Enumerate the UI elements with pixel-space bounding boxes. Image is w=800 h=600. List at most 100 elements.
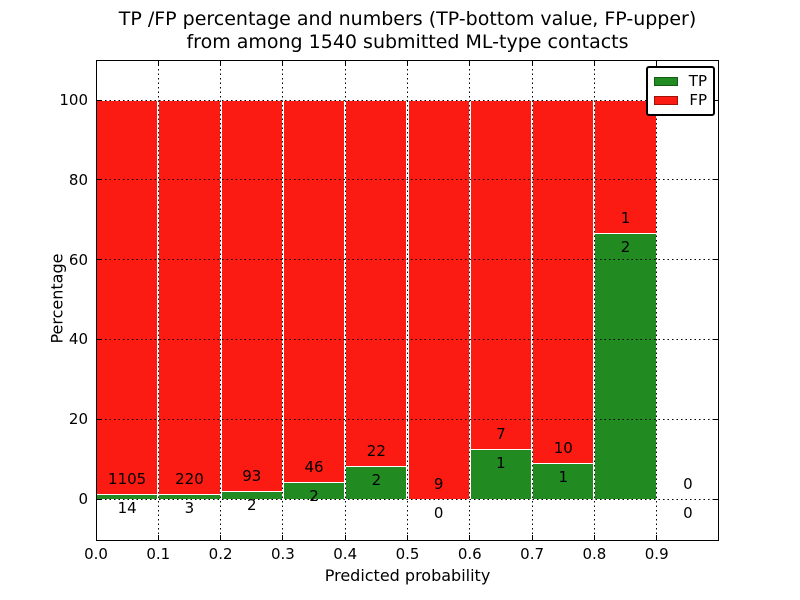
y-gridline	[96, 259, 719, 261]
y-tick-label: 80	[68, 170, 88, 189]
x-gridline	[407, 60, 408, 541]
x-tick-mark	[656, 61, 658, 66]
x-gridline	[344, 60, 346, 541]
chart-title-line1: TP /FP percentage and numbers (TP-bottom…	[118, 8, 697, 30]
bar-fp-segment	[220, 100, 283, 491]
x-tick-mark	[220, 61, 222, 66]
x-tick-mark	[282, 535, 284, 540]
x-tick-label: 0.6	[457, 545, 482, 563]
x-tick-label: 0.5	[395, 545, 420, 563]
x-tick-label: 0.3	[270, 545, 295, 563]
legend-row: FP	[654, 93, 707, 108]
x-tick-mark	[531, 535, 533, 540]
legend: TP FP	[646, 66, 715, 116]
tp-count-label: 2	[620, 237, 631, 256]
fp-count-label: 9	[433, 475, 444, 493]
legend-fp-swatch-icon	[654, 96, 678, 105]
x-gridline	[531, 60, 533, 541]
bar-fp-segment	[345, 100, 408, 466]
y-tick-mark	[713, 179, 718, 181]
x-tick-mark	[469, 61, 471, 66]
tp-count-label: 2	[309, 487, 319, 506]
bar-tp-segment	[469, 449, 533, 499]
x-tick-mark	[157, 535, 159, 540]
x-tick-label: 0.8	[582, 545, 607, 563]
x-tick-mark	[469, 535, 471, 540]
x-tick-mark	[531, 61, 533, 66]
y-gridline	[96, 99, 719, 101]
fp-count-label: 1105	[108, 470, 147, 488]
fp-count-label: 93	[242, 466, 262, 485]
bar-fp-segment	[96, 100, 159, 494]
bar-tp-segment	[220, 490, 283, 499]
tp-count-label: 0	[433, 504, 444, 522]
x-gridline	[469, 60, 471, 541]
x-axis-label: Predicted probability	[324, 566, 491, 585]
y-tick-mark	[713, 338, 718, 340]
y-tick-mark	[97, 99, 102, 101]
y-tick-mark	[713, 99, 718, 101]
fp-count-label: 10	[553, 438, 573, 457]
x-tick-mark	[95, 535, 97, 540]
x-tick-mark	[344, 535, 346, 540]
bar-tp-segment	[158, 493, 221, 499]
legend-label: TP	[688, 72, 707, 90]
legend-row: TP	[654, 74, 707, 89]
tp-count-label: 1	[558, 467, 569, 486]
fp-count-label: 0	[683, 475, 693, 493]
x-tick-label: 0.4	[333, 545, 358, 563]
tp-count-label: 14	[117, 499, 137, 517]
y-tick-label: 60	[68, 250, 88, 269]
fp-count-label: 1	[620, 208, 631, 227]
tp-count-label: 0	[683, 504, 693, 522]
y-gridline	[96, 418, 719, 420]
y-axis-label: Percentage	[47, 253, 67, 344]
x-tick-label: 0.1	[146, 545, 171, 563]
fp-count-label: 220	[175, 469, 204, 488]
y-tick-label: 40	[68, 330, 88, 349]
bar-tp-segment	[532, 462, 595, 499]
legend-tp-swatch-icon	[654, 77, 678, 86]
legend-label: FP	[689, 91, 707, 109]
x-tick-mark	[656, 535, 658, 540]
bar-fp-segment	[282, 100, 346, 483]
bar-tp-segment	[594, 232, 657, 499]
x-gridline	[593, 60, 595, 541]
y-tick-mark	[713, 418, 718, 420]
bar-fp-segment	[407, 100, 470, 499]
y-tick-mark	[713, 259, 718, 261]
x-tick-label: 0.9	[644, 545, 669, 563]
x-tick-label: 0.0	[84, 545, 108, 563]
x-tick-mark	[593, 61, 595, 66]
bar-fp-segment	[469, 100, 533, 450]
x-tick-mark	[282, 61, 284, 66]
x-gridline	[220, 60, 222, 541]
y-gridline	[96, 498, 719, 500]
x-tick-mark	[407, 535, 408, 540]
fp-count-label: 46	[304, 458, 324, 477]
y-tick-mark	[97, 418, 102, 420]
y-gridline	[96, 179, 719, 181]
x-tick-mark	[157, 61, 159, 66]
x-tick-mark	[95, 61, 97, 66]
x-tick-mark	[220, 535, 222, 540]
bar-tp-segment	[345, 465, 408, 499]
y-tick-mark	[97, 498, 102, 500]
y-tick-mark	[713, 498, 718, 500]
fp-count-label: 22	[366, 441, 386, 460]
tp-count-label: 1	[496, 454, 506, 473]
x-gridline	[656, 60, 658, 541]
x-tick-mark	[407, 61, 408, 66]
tp-count-label: 3	[184, 498, 195, 517]
chart-title-line2: from among 1540 submitted ML-type contac…	[186, 31, 629, 53]
y-tick-label: 100	[59, 91, 88, 109]
bar-fp-segment	[532, 100, 595, 463]
chart-title: TP /FP percentage and numbers (TP-bottom…	[96, 8, 719, 54]
y-tick-mark	[97, 338, 102, 340]
fp-count-label: 7	[496, 425, 506, 444]
x-tick-mark	[344, 61, 346, 66]
bar-tp-segment	[282, 482, 346, 499]
y-tick-mark	[97, 179, 102, 181]
x-tick-label: 0.7	[520, 545, 545, 563]
